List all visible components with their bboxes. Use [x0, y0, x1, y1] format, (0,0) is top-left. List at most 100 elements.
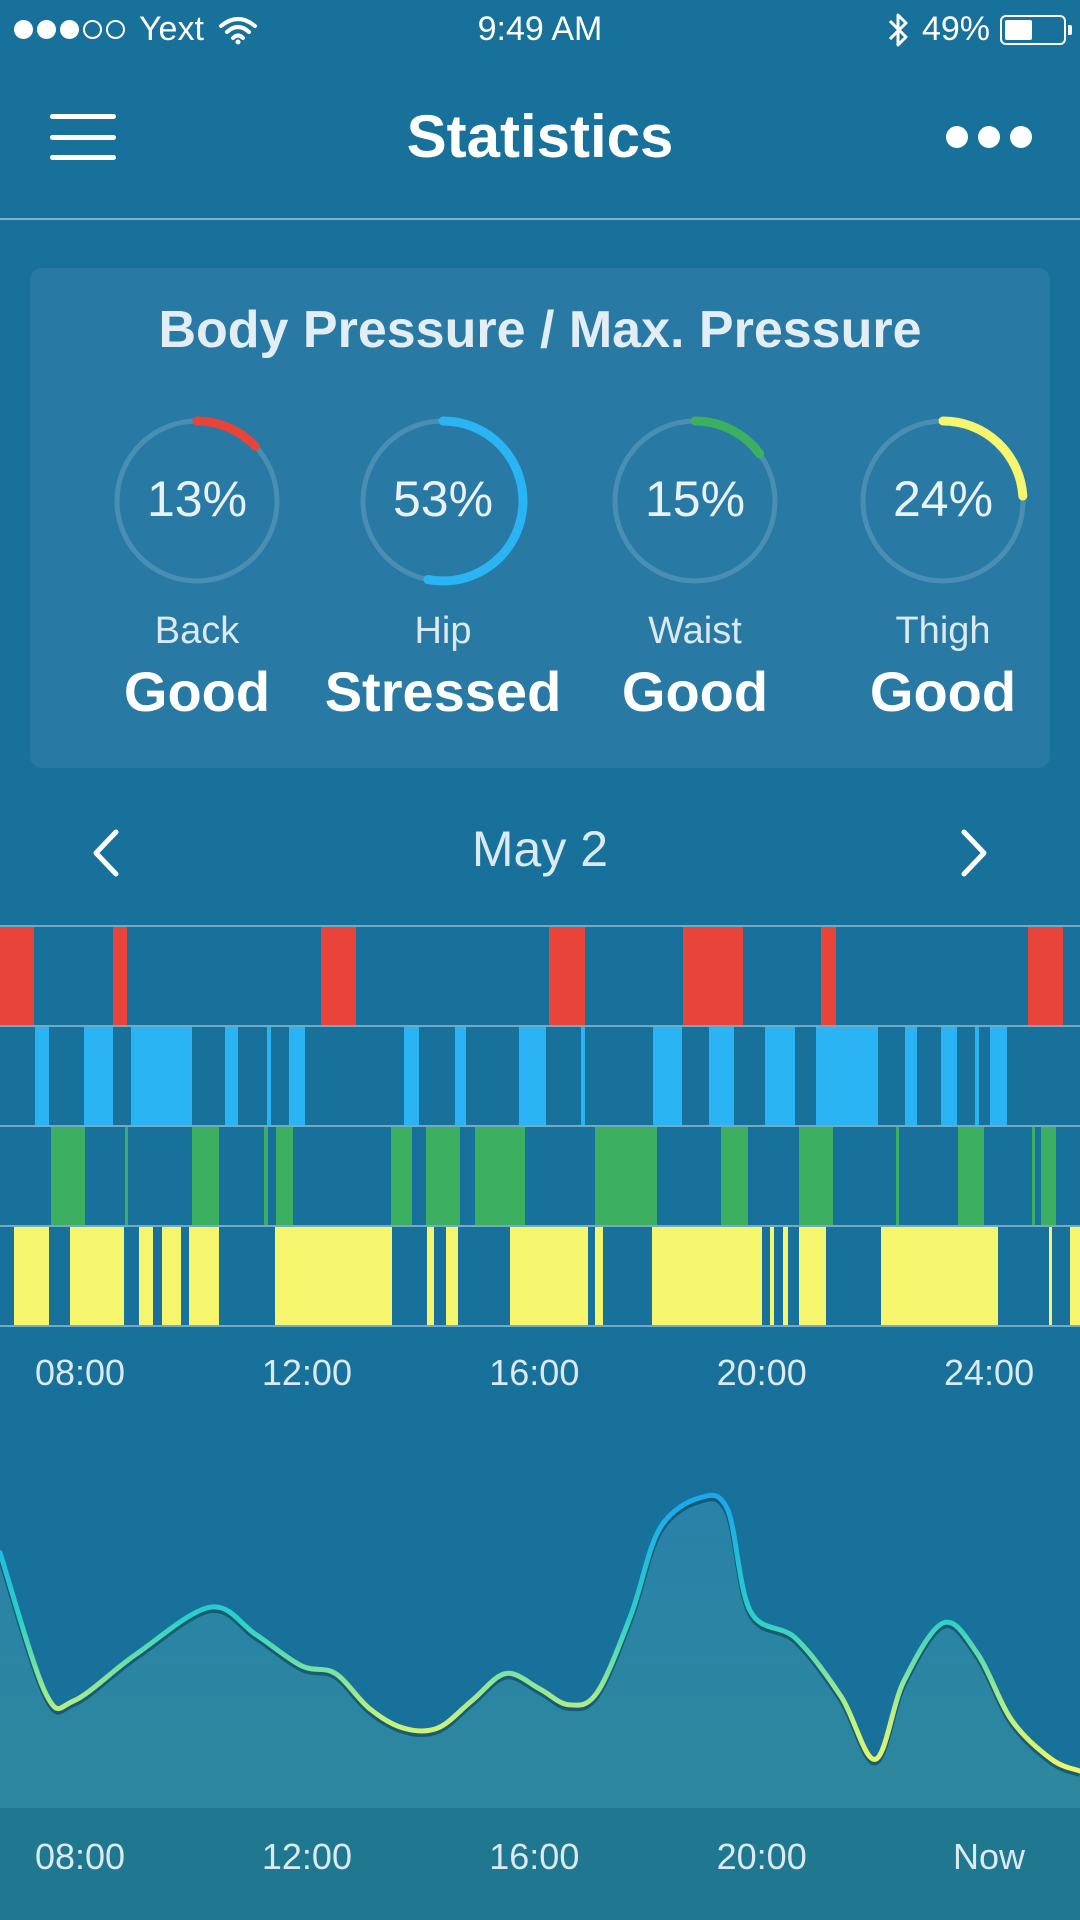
band-segment: [125, 1127, 129, 1225]
band-thigh: [0, 1225, 1080, 1327]
bluetooth-icon: [888, 13, 908, 46]
band-segment: [881, 1227, 998, 1325]
gauge-label: Waist: [648, 610, 742, 652]
tick-label: 24:00: [944, 1352, 1035, 1393]
battery-percent: 49%: [921, 10, 990, 48]
band-segment: [594, 1227, 603, 1325]
gauge-hip: 53% Hip Stressed: [323, 416, 563, 724]
tick-label: 16:00: [489, 1352, 580, 1393]
band-segment: [1040, 1127, 1057, 1225]
band-segment: [84, 1027, 114, 1125]
status-right: 49%: [886, 10, 1072, 49]
band-segment: [445, 1227, 458, 1325]
band-segment: [267, 1027, 272, 1125]
band-back: [0, 925, 1080, 1025]
band-segment: [275, 1227, 393, 1325]
chevron-left-icon[interactable]: [86, 828, 126, 878]
gauge-status: Stressed: [324, 660, 562, 723]
band-segment: [288, 1027, 305, 1125]
band-segment: [782, 1227, 788, 1325]
gauge-arc: [610, 416, 780, 586]
band-segment: [974, 1027, 979, 1125]
gauge-ring: [610, 416, 780, 586]
tick-label: 08:00: [34, 1836, 126, 1877]
band-segment: [321, 927, 357, 1025]
gauge-waist: 15% Waist Good: [575, 416, 815, 724]
band-segment: [904, 1027, 918, 1125]
gauge-label: Hip: [414, 610, 472, 652]
gauge-percent: 13%: [146, 471, 248, 527]
gauge-label: Thigh: [895, 610, 991, 652]
band-segment: [69, 1227, 125, 1325]
band-segment: [1049, 1227, 1053, 1325]
band-segment: [720, 1127, 749, 1225]
tick-label: 20:00: [716, 1352, 807, 1393]
gauge-status: Good: [869, 660, 1017, 723]
tick-label: 20:00: [716, 1836, 807, 1877]
band-segment: [595, 1127, 658, 1225]
chevron-right-icon[interactable]: [954, 828, 994, 878]
gauge-back: 13% Back Good: [77, 416, 317, 724]
band-segment: [474, 1127, 526, 1225]
band-segment: [548, 927, 586, 1025]
band-segment: [990, 1027, 1008, 1125]
pressure-timeline: [0, 925, 1080, 1327]
pressure-summary-card: Body Pressure / Max. Pressure 13% Back Goo…: [30, 268, 1050, 768]
curve-area: [0, 1495, 1080, 1810]
band-segment: [188, 1227, 219, 1325]
gauge-ring: [858, 416, 1028, 586]
tick-label: 12:00: [261, 1352, 352, 1393]
band-hip: [0, 1025, 1080, 1125]
band-segment: [192, 1127, 219, 1225]
band-segment: [764, 1027, 795, 1125]
tick-label: 08:00: [34, 1352, 126, 1393]
status-time: 9:49 AM: [477, 10, 603, 48]
pressure-curve-chart: [0, 1492, 1080, 1810]
more-options-icon[interactable]: [946, 126, 1032, 148]
band-segment: [138, 1227, 154, 1325]
signal-dot: [106, 20, 125, 39]
gauge-status: Good: [123, 660, 271, 723]
band-segment: [957, 1127, 985, 1225]
band-segment: [13, 1227, 49, 1325]
band-segment: [821, 927, 836, 1025]
band-segment: [1027, 927, 1063, 1025]
gauge-arc: [858, 416, 1028, 586]
band-segment: [683, 927, 744, 1025]
band-segment: [518, 1027, 547, 1125]
band-segment: [798, 1227, 826, 1325]
band-segment: [940, 1027, 958, 1125]
tick-label: Now: [953, 1836, 1026, 1877]
band-segment: [35, 1027, 49, 1125]
band-segment: [1031, 1127, 1035, 1225]
band-segment: [403, 1027, 419, 1125]
signal-dot: [14, 20, 33, 39]
band-segment: [652, 1027, 682, 1125]
wifi-icon: [218, 16, 257, 44]
gauge-arc: [112, 416, 282, 586]
band-segment: [770, 1227, 775, 1325]
band-segment: [454, 1027, 467, 1125]
band-segment: [798, 1127, 833, 1225]
signal-strength-icon: [14, 20, 125, 39]
curve-axis: 08:00 12:00 16:00 20:00 Now: [0, 1836, 1080, 1886]
status-bar: Yext 9:49 AM 49%: [0, 0, 1080, 58]
card-title: Body Pressure / Max. Pressure: [158, 301, 922, 359]
band-segment: [264, 1127, 269, 1225]
band-segment: [425, 1127, 460, 1225]
date-label: May 2: [471, 821, 609, 877]
band-segment: [51, 1127, 85, 1225]
gauge-label: Back: [154, 610, 240, 652]
gauge-ring: [358, 416, 528, 586]
nav-bar: Statistics: [0, 58, 1080, 220]
band-segment: [426, 1227, 435, 1325]
band-segment: [162, 1227, 181, 1325]
band-segment: [816, 1027, 879, 1125]
gauge-percent: 24%: [892, 471, 994, 527]
band-segment: [391, 1127, 413, 1225]
band-segment: [224, 1027, 238, 1125]
gauge-percent: 15%: [644, 471, 746, 527]
band-segment: [895, 1127, 900, 1225]
hamburger-menu-icon[interactable]: [50, 114, 116, 160]
